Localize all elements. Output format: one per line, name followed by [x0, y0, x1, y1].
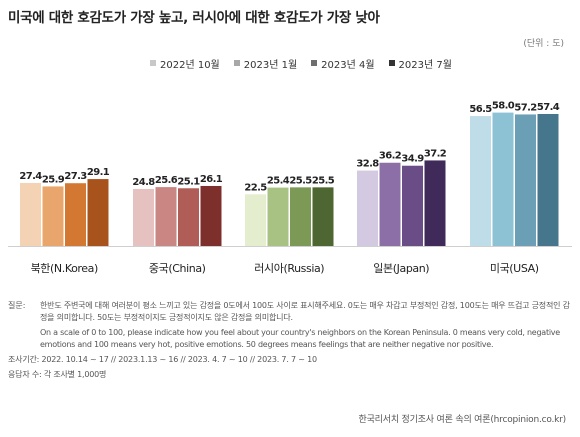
bar	[424, 160, 446, 246]
bar	[402, 165, 423, 246]
category-label: 러시아(Russia)	[254, 262, 324, 275]
bar	[87, 179, 109, 246]
data-label: 27.3	[64, 171, 87, 182]
data-label: 58.0	[492, 101, 515, 112]
category-label: 중국(China)	[149, 262, 206, 275]
legend-label: 2022년 10월	[160, 59, 220, 71]
question-text-en: On a scale of 0 to 100, please indicate …	[40, 328, 560, 349]
data-label: 25.1	[177, 176, 200, 187]
category-label: 미국(USA)	[490, 262, 539, 275]
bar	[515, 114, 536, 246]
legend-swatch	[388, 60, 395, 66]
bar	[267, 187, 289, 246]
data-label: 22.5	[244, 182, 267, 193]
legend-swatch	[233, 60, 240, 66]
data-label: 56.5	[469, 104, 492, 115]
data-label: 26.1	[200, 174, 223, 185]
data-label: 32.8	[356, 159, 379, 170]
bar	[133, 188, 154, 246]
bar	[155, 187, 177, 246]
data-label: 25.5	[312, 175, 335, 186]
bar	[379, 162, 401, 246]
legend-label: 2023년 1월	[243, 59, 298, 71]
question-label: 질문:	[8, 301, 26, 310]
bar	[20, 182, 41, 246]
data-label: 29.1	[87, 167, 110, 178]
question-text-ko: 한반도 주변국에 대해 여러분이 평소 느끼고 있는 감정을 0도에서 100도…	[40, 301, 570, 322]
bar	[245, 194, 266, 246]
bar	[492, 112, 514, 246]
bar	[42, 186, 64, 246]
legend-item-2023-04: 2023년 4월	[311, 56, 375, 71]
bar-chart: 27.4 25.9 27.3 29.1북한(N.Korea)24.8 25.6 25.1 2…	[8, 101, 572, 275]
bar	[178, 188, 199, 246]
legend-item-2023-01: 2023년 1월	[233, 56, 298, 71]
data-label: 36.2	[379, 151, 402, 162]
data-label: 25.6	[155, 175, 178, 186]
data-label: 57.2	[514, 102, 537, 113]
survey-notes: 질문: 한반도 주변국에 대해 여러분이 평소 느끼고 있는 감정을 0도에서 …	[8, 300, 574, 381]
data-label: 24.8	[132, 177, 155, 188]
legend-label: 2023년 4월	[321, 59, 375, 71]
survey-period: 조사기간: 2022. 10.14 ~ 17 // 2023.1.13 ~ 16…	[8, 355, 317, 364]
category-label: 북한(N.Korea)	[31, 262, 98, 275]
data-label: 27.4	[19, 171, 42, 182]
bar	[312, 187, 334, 246]
chart-legend: 2022년 10월 2023년 1월 2023년 4월 2023년 7월	[150, 56, 452, 71]
chart-title: 미국에 대한 호감도가 가장 높고, 러시아에 대한 호감도가 가장 낮아	[8, 10, 380, 26]
sample-size: 응답자 수: 각 조사별 1,000명	[8, 370, 107, 379]
unit-label: (단위 : 도)	[523, 39, 564, 49]
data-label: 25.5	[289, 175, 312, 186]
bar	[357, 170, 378, 246]
bar	[65, 183, 86, 246]
bar	[537, 113, 559, 246]
category-label: 일본(Japan)	[373, 261, 429, 275]
data-label: 25.4	[267, 176, 290, 187]
data-label: 25.9	[42, 174, 65, 185]
data-label: 34.9	[401, 154, 424, 165]
legend-item-2022-10: 2022년 10월	[150, 56, 220, 71]
legend-swatch	[150, 60, 156, 66]
legend-item-2023-07: 2023년 7월	[388, 56, 452, 71]
data-label: 37.2	[424, 148, 447, 159]
legend-label: 2023년 7월	[398, 59, 452, 71]
bar	[470, 116, 491, 246]
data-label: 57.4	[537, 102, 560, 113]
legend-swatch	[311, 60, 318, 66]
bar	[200, 185, 222, 246]
source-credit: 한국리서치 정기조사 여론 속의 여론(hrcopinion.co.kr)	[358, 415, 567, 425]
bar	[290, 187, 311, 246]
